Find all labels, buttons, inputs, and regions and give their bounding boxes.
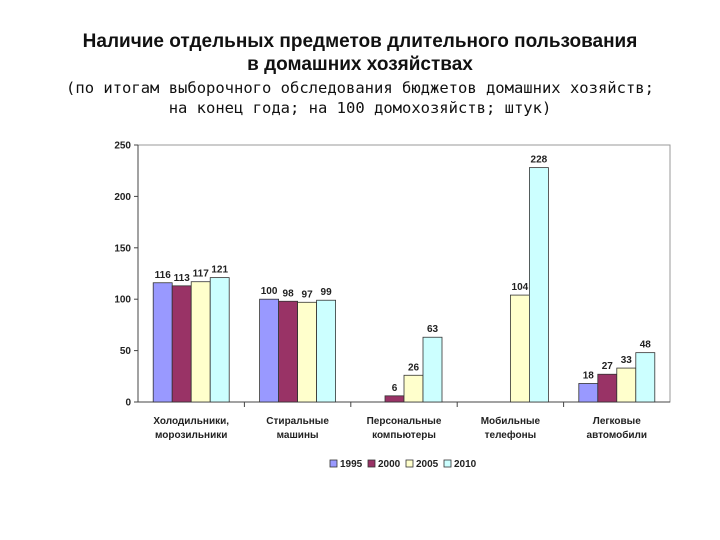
legend-swatch [405,459,414,468]
data-label: 6 [392,383,398,394]
bar [278,300,299,403]
bar [597,373,618,403]
data-label: 99 [321,287,333,298]
data-label: 100 [261,286,278,297]
data-label: 48 [640,340,652,351]
data-label: 63 [427,324,439,335]
y-tick-label: 250 [114,141,131,152]
bar [171,285,192,403]
category-label: телефоны [485,429,537,441]
data-label: 116 [155,270,172,281]
bar [209,277,230,403]
bar [422,336,443,403]
y-tick-label: 50 [120,346,132,357]
chart-title-line2: в домашних хозяйствах [247,54,473,75]
chart-subtitle-line1: (по итогам выборочного обследования бюдж… [66,79,654,97]
category-label: Персональные [367,416,442,427]
y-tick-label: 150 [114,243,131,254]
data-label: 27 [602,361,614,372]
data-label: 117 [193,269,210,280]
y-tick-label: 100 [114,295,131,306]
data-label: 26 [408,362,420,373]
bar [316,299,337,403]
legend-label: 2000 [378,459,401,470]
category-label: Мобильные [481,415,541,427]
data-label: 228 [531,155,548,166]
data-label: 113 [174,273,191,284]
bar [578,383,599,403]
legend-label: 2010 [454,459,477,470]
bar [297,301,318,403]
chart-subtitle: (по итогам выборочного обследования бюдж… [0,78,720,118]
legend-swatch [367,459,376,468]
category-label: машины [277,430,319,441]
y-tick-label: 0 [125,398,131,409]
y-tick-label: 200 [114,192,131,203]
data-label: 104 [512,282,529,293]
legend-swatch [329,459,338,468]
category-label: компьютеры [372,430,436,441]
data-label: 18 [583,370,595,381]
bar [152,282,173,403]
chart-title: Наличие отдельных предметов длительного … [0,30,720,76]
data-label: 121 [211,265,228,276]
chart-title-line1: Наличие отдельных предметов длительного … [82,31,638,52]
category-label: Легковые [593,416,641,427]
category-label: Холодильники, [153,416,229,427]
bar [259,298,280,403]
bar [635,352,656,403]
bar [616,367,637,403]
bar [190,281,211,403]
chart-subtitle-line2: на конец года; на 100 домохозяйств; штук… [168,99,552,117]
bar [509,294,530,403]
legend-label: 2005 [416,459,439,470]
legend-label: 1995 [340,459,363,470]
bar [403,374,424,403]
data-label: 97 [302,289,314,300]
data-label: 98 [283,288,295,299]
legend-swatch [443,459,452,468]
category-label: Стиральные [266,416,329,427]
bar [384,395,405,403]
bar [529,167,549,403]
category-label: автомобили [587,429,648,441]
data-label: 33 [621,355,633,366]
category-label: морозильники [155,430,227,441]
